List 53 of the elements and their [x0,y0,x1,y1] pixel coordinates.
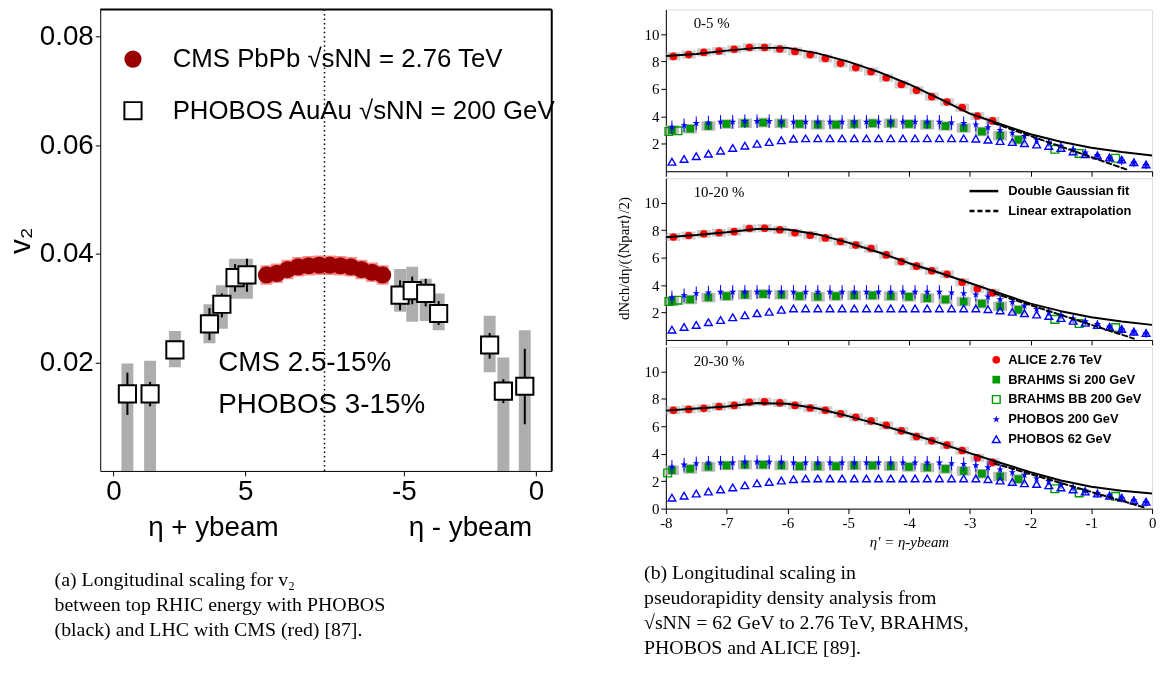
x-tick-label: -3 [964,514,977,531]
x-axis-title: η′ = η-ybeam [869,533,950,550]
x-tick-label: -2 [1024,514,1038,531]
annotation: 0-5 % [693,15,730,32]
y-tick-label: 10 [644,364,660,381]
legend-label: Linear extrapolation [1008,202,1132,218]
y-tick-label: 0.08 [39,20,94,52]
x-tick-label: 5 [238,475,254,507]
x-tick-label: -8 [660,514,673,531]
y-axis-title: dNch/dη/(⟨Npart⟩/2) [616,197,634,321]
legend-label: PHOBOS 62 GeV [1008,431,1112,447]
y-tick-label: 10 [644,195,660,212]
x-tick-label: -7 [720,514,734,531]
legend-label: CMS PbPb √sNN = 2.76 TeV [172,44,504,73]
legend-label: BRAHMS Si 200 GeV [1008,371,1136,387]
y-tick-label: 2 [651,473,660,490]
y-tick-label: 10 [644,26,660,43]
y-tick-label: 4 [651,446,660,463]
y-tick-label: 8 [651,391,660,408]
x-tick-label: -5 [391,475,417,507]
legend-label: ALICE 2.76 TeV [1008,351,1103,367]
x-tick-label: -5 [842,514,855,531]
x-tick-label: 0 [106,475,122,507]
y-tick-label: 2 [651,304,660,321]
y-tick-label: 6 [651,418,660,435]
y-tick-label: 6 [651,81,660,98]
y-tick-label: 0 [651,501,660,518]
y-tick-label: 6 [651,250,660,267]
annotation: 20-30 % [693,352,745,369]
x-tick-label: -1 [1085,514,1099,531]
y-tick-label: 4 [651,108,660,125]
y-tick-label: 0.04 [39,237,94,269]
x-axis-title: η - ybeam [408,511,533,543]
y-tick-label: 2 [651,136,660,153]
y-axis-title: v₂ [2,227,36,254]
x-tick-label: -6 [781,514,795,531]
annotation: 10-20 % [693,184,745,201]
legend-label: PHOBOS 200 GeV [1008,411,1119,427]
x-tick-label: 0 [528,475,545,507]
annotation: CMS 2.5-15% [218,345,392,377]
annotation: PHOBOS 3-15% [218,388,426,420]
text: (a) Longitudinal scaling for v₂ between top RHIC energy with PHOBOS (black) and LHC with CMS (red) [87]. [54,568,386,641]
y-tick-label: 0.06 [39,128,94,160]
x-tick-label: 0 [1148,514,1157,531]
legend-label: Double Gaussian fit [1008,183,1130,199]
x-tick-label: -4 [903,514,917,531]
x-axis-title: η + ybeam [148,511,279,543]
y-tick-label: 4 [651,277,660,294]
y-tick-label: 8 [651,222,660,239]
text: (b) Longitudinal scaling in pseudorapidity density analysis from √sNN = 62 GeV to 2.76 TeV, BRAHMS, PHOBOS and ALICE [89]. [644,561,969,658]
y-tick-label: 0.02 [39,345,94,377]
legend-label: BRAHMS BB 200 GeV [1008,391,1142,407]
y-tick-label: 8 [651,54,660,71]
